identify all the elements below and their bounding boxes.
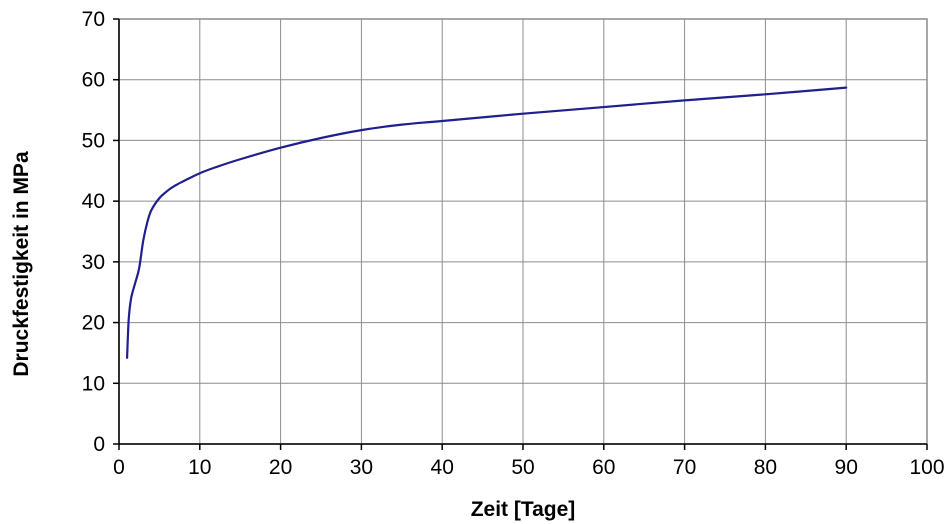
x-axis-title: Zeit [Tage] <box>471 498 576 521</box>
y-tick-label: 70 <box>82 8 105 31</box>
y-tick-label: 50 <box>82 129 105 152</box>
y-tick-label: 0 <box>93 433 105 456</box>
x-tick-label: 60 <box>592 456 615 479</box>
x-tick-label: 70 <box>673 456 696 479</box>
x-tick-label: 10 <box>188 456 211 479</box>
y-axis-title: Druckfestigkeit in MPa <box>10 151 33 377</box>
y-tick-label: 30 <box>82 251 105 274</box>
y-tick-labels: 0 10 20 30 40 50 60 70 <box>82 8 105 456</box>
x-tick-label: 20 <box>269 456 292 479</box>
x-tick-label: 40 <box>431 456 454 479</box>
x-tick-label: 90 <box>835 456 858 479</box>
x-tick-label: 100 <box>909 456 944 479</box>
grid <box>119 19 927 444</box>
series-layer <box>125 86 848 359</box>
x-tick-label: 0 <box>113 456 125 479</box>
y-tick-label: 10 <box>82 372 105 395</box>
x-tick-labels: 0 10 20 30 40 50 60 70 80 90 100 <box>113 456 944 479</box>
y-tick-label: 40 <box>82 190 105 213</box>
y-tick-label: 20 <box>82 312 105 335</box>
series-line <box>125 86 848 359</box>
x-tick-label: 30 <box>350 456 373 479</box>
x-tick-label: 50 <box>511 456 534 479</box>
axes <box>113 18 928 450</box>
y-tick-label: 60 <box>82 69 105 92</box>
x-tick-label: 80 <box>754 456 777 479</box>
